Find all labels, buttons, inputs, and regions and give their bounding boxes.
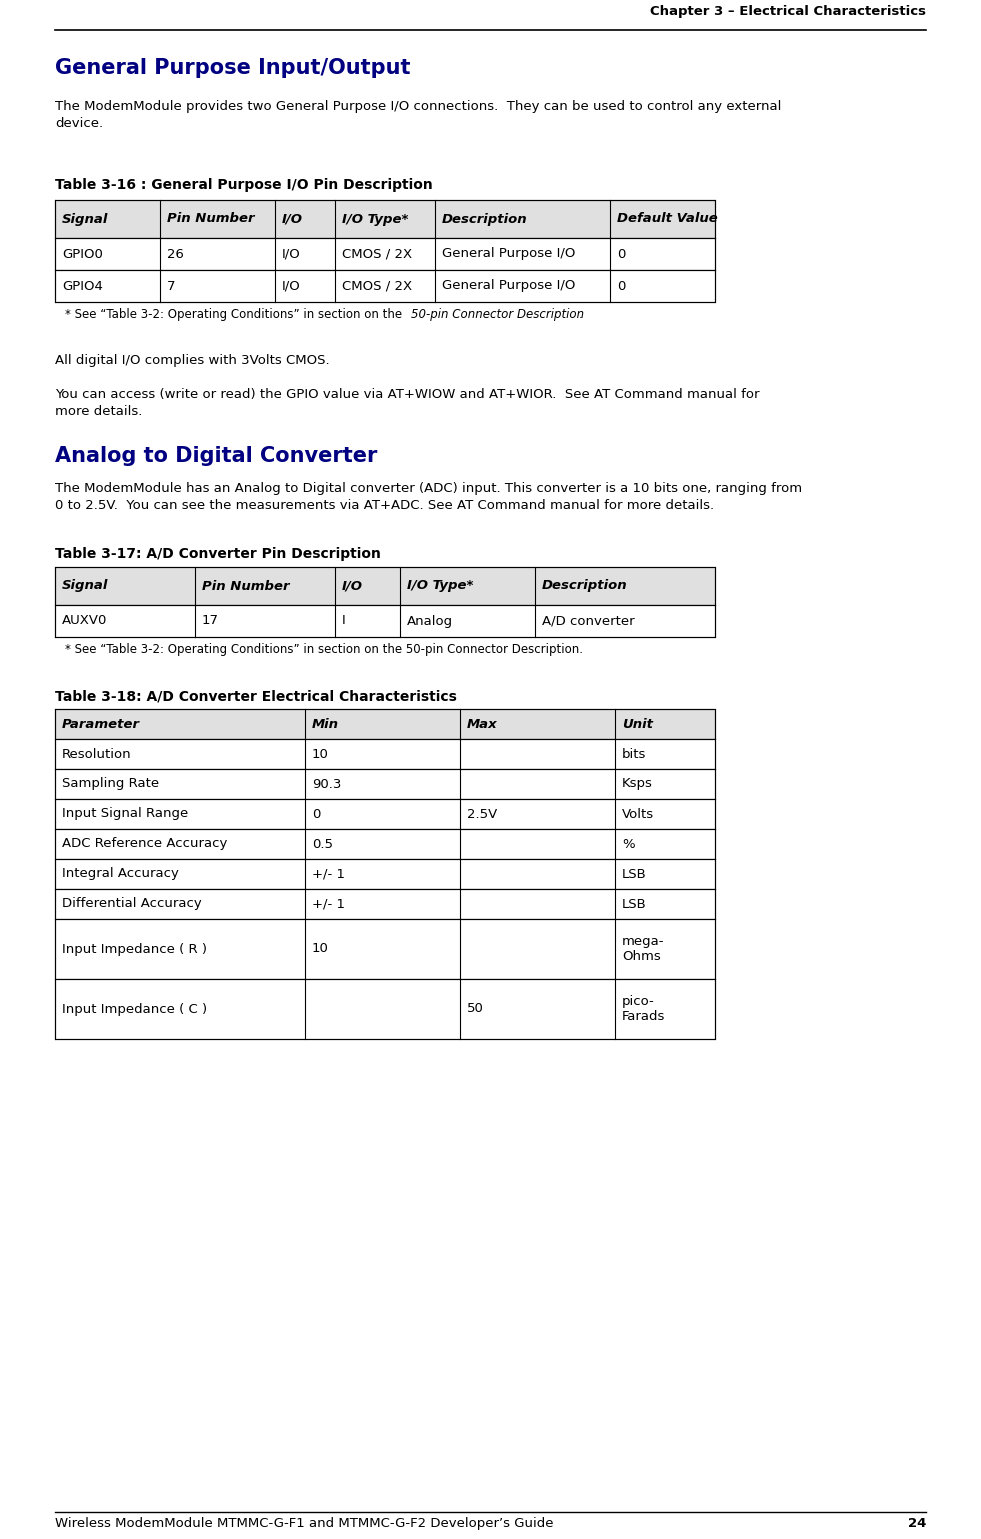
Text: Description: Description: [542, 580, 628, 593]
Bar: [55, 859, 715, 890]
Text: Analog to Digital Converter: Analog to Digital Converter: [55, 446, 378, 466]
Text: 50-pin Connector Description: 50-pin Connector Description: [411, 308, 584, 322]
Text: %: %: [622, 837, 635, 851]
Text: 17: 17: [202, 614, 219, 628]
Text: Table 3-16 : General Purpose I/O Pin Description: Table 3-16 : General Purpose I/O Pin Des…: [55, 179, 433, 192]
Text: 26: 26: [167, 248, 183, 260]
Bar: [55, 200, 715, 239]
Bar: [55, 799, 715, 830]
Text: Table 3-18: A/D Converter Electrical Characteristics: Table 3-18: A/D Converter Electrical Cha…: [55, 689, 457, 703]
Text: The ModemModule provides two General Purpose I/O connections.  They can be used : The ModemModule provides two General Pur…: [55, 100, 782, 129]
Text: Signal: Signal: [62, 212, 108, 226]
Text: 0: 0: [312, 808, 321, 820]
Text: Signal: Signal: [62, 580, 108, 593]
Text: I/O: I/O: [282, 212, 303, 226]
Text: +/- 1: +/- 1: [312, 868, 345, 880]
Text: 2.5V: 2.5V: [467, 808, 497, 820]
Text: pico-
Farads: pico- Farads: [622, 996, 665, 1023]
Text: Pin Number: Pin Number: [202, 580, 289, 593]
Text: Max: Max: [467, 717, 497, 731]
Text: Description: Description: [442, 212, 528, 226]
Text: Parameter: Parameter: [62, 717, 140, 731]
Text: A/D converter: A/D converter: [542, 614, 635, 628]
Text: I/O: I/O: [282, 248, 301, 260]
Text: Input Impedance ( C ): Input Impedance ( C ): [62, 1002, 207, 1016]
Text: Resolution: Resolution: [62, 748, 131, 760]
Text: Ksps: Ksps: [622, 777, 653, 791]
Bar: [55, 269, 715, 302]
Text: 90.3: 90.3: [312, 777, 341, 791]
Text: GPIO0: GPIO0: [62, 248, 103, 260]
Text: Unit: Unit: [622, 717, 653, 731]
Text: Analog: Analog: [407, 614, 453, 628]
Text: 0: 0: [617, 248, 625, 260]
Text: * See “Table 3-2: Operating Conditions” in section on the: * See “Table 3-2: Operating Conditions” …: [65, 308, 406, 322]
Text: 24: 24: [907, 1517, 926, 1530]
Text: CMOS / 2X: CMOS / 2X: [342, 280, 412, 292]
Text: General Purpose Input/Output: General Purpose Input/Output: [55, 58, 410, 78]
Text: Volts: Volts: [622, 808, 654, 820]
Text: 0.5: 0.5: [312, 837, 333, 851]
Text: LSB: LSB: [622, 868, 646, 880]
Text: .: .: [579, 308, 583, 322]
Text: I: I: [342, 614, 345, 628]
Text: I/O: I/O: [282, 280, 301, 292]
Text: I/O Type*: I/O Type*: [407, 580, 474, 593]
Bar: [55, 605, 715, 637]
Text: +/- 1: +/- 1: [312, 897, 345, 911]
Text: General Purpose I/O: General Purpose I/O: [442, 248, 576, 260]
Text: 10: 10: [312, 748, 329, 760]
Bar: [55, 979, 715, 1039]
Bar: [55, 709, 715, 739]
Bar: [55, 830, 715, 859]
Text: Min: Min: [312, 717, 339, 731]
Text: 10: 10: [312, 942, 329, 956]
Text: bits: bits: [622, 748, 646, 760]
Bar: [55, 239, 715, 269]
Text: Differential Accuracy: Differential Accuracy: [62, 897, 202, 911]
Text: Wireless ModemModule MTMMC-G-F1 and MTMMC-G-F2 Developer’s Guide: Wireless ModemModule MTMMC-G-F1 and MTMM…: [55, 1517, 553, 1530]
Text: I/O: I/O: [342, 580, 363, 593]
Text: 0: 0: [617, 280, 625, 292]
Text: 7: 7: [167, 280, 176, 292]
Text: 50: 50: [467, 1002, 484, 1016]
Text: Input Signal Range: Input Signal Range: [62, 808, 188, 820]
Bar: [55, 890, 715, 919]
Text: Pin Number: Pin Number: [167, 212, 254, 226]
Text: ADC Reference Accuracy: ADC Reference Accuracy: [62, 837, 228, 851]
Bar: [55, 566, 715, 605]
Text: General Purpose I/O: General Purpose I/O: [442, 280, 576, 292]
Text: CMOS / 2X: CMOS / 2X: [342, 248, 412, 260]
Text: Sampling Rate: Sampling Rate: [62, 777, 159, 791]
Bar: [55, 919, 715, 979]
Text: LSB: LSB: [622, 897, 646, 911]
Text: AUXV0: AUXV0: [62, 614, 107, 628]
Text: I/O Type*: I/O Type*: [342, 212, 408, 226]
Bar: [55, 739, 715, 770]
Text: mega-
Ohms: mega- Ohms: [622, 936, 664, 963]
Text: GPIO4: GPIO4: [62, 280, 103, 292]
Text: Chapter 3 – Electrical Characteristics: Chapter 3 – Electrical Characteristics: [650, 5, 926, 18]
Text: Integral Accuracy: Integral Accuracy: [62, 868, 179, 880]
Text: Input Impedance ( R ): Input Impedance ( R ): [62, 942, 207, 956]
Bar: [55, 770, 715, 799]
Text: The ModemModule has an Analog to Digital converter (ADC) input. This converter i: The ModemModule has an Analog to Digital…: [55, 482, 802, 512]
Text: Table 3-17: A/D Converter Pin Description: Table 3-17: A/D Converter Pin Descriptio…: [55, 546, 381, 562]
Text: You can access (write or read) the GPIO value via AT+WIOW and AT+WIOR.  See AT C: You can access (write or read) the GPIO …: [55, 388, 759, 419]
Text: All digital I/O complies with 3Volts CMOS.: All digital I/O complies with 3Volts CMO…: [55, 354, 330, 366]
Text: * See “Table 3-2: Operating Conditions” in section on the 50-pin Connector Descr: * See “Table 3-2: Operating Conditions” …: [65, 643, 583, 656]
Text: Default Value: Default Value: [617, 212, 718, 226]
